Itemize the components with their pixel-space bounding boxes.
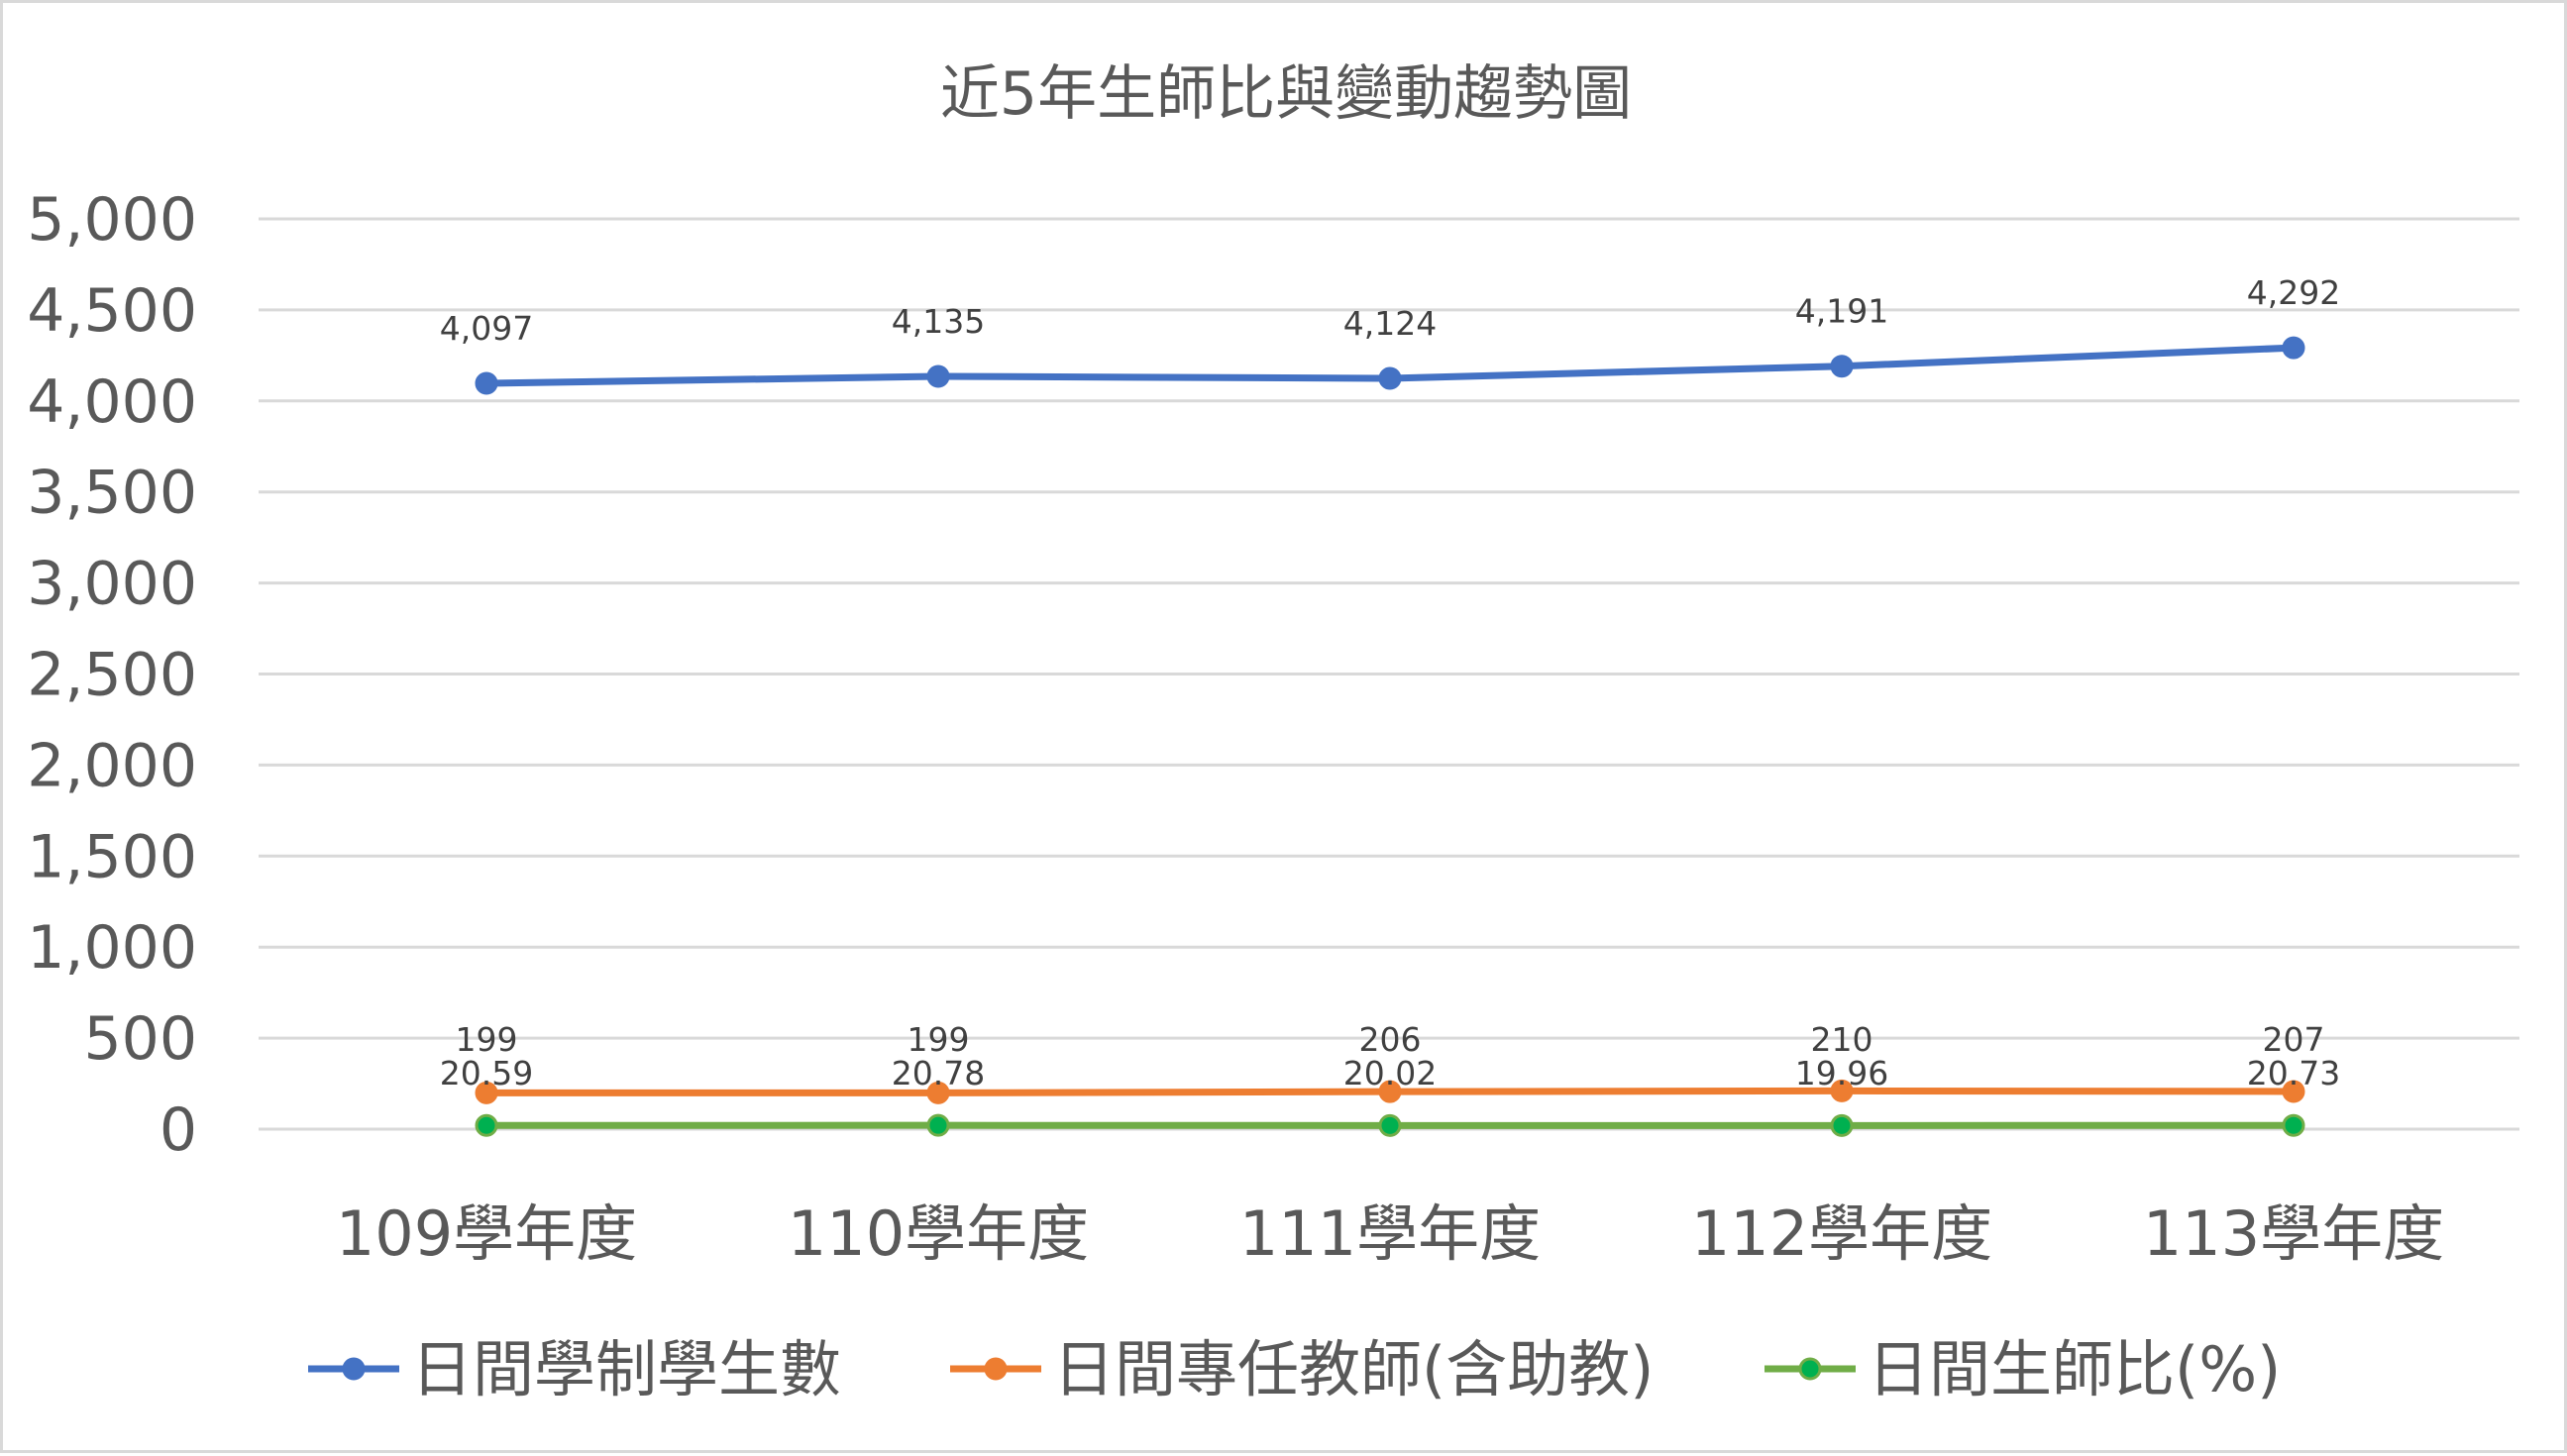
data-label: 19.96 bbox=[1795, 1054, 1888, 1092]
x-axis-ticks: 109學年度 110學年度 111學年度 112學年度 113學年度 bbox=[336, 1197, 2444, 1270]
data-point bbox=[928, 1115, 948, 1135]
legend: 日間學制學生數 日間專任教師(含助教) 日間生師比(%) bbox=[308, 1333, 2281, 1405]
data-label: 4,191 bbox=[1795, 292, 1888, 331]
y-tick-label: 500 bbox=[83, 1004, 197, 1074]
x-tick-label: 109學年度 bbox=[336, 1197, 637, 1270]
data-point bbox=[477, 373, 496, 393]
data-point bbox=[2284, 338, 2303, 358]
chart-title: 近5年生師比與變動趨勢圖 bbox=[940, 59, 1632, 129]
y-tick-label: 3,000 bbox=[27, 550, 197, 619]
x-tick-label: 112學年度 bbox=[1691, 1197, 1992, 1270]
y-tick-label: 4,500 bbox=[27, 276, 197, 346]
data-point bbox=[477, 1115, 496, 1135]
legend-marker bbox=[1800, 1359, 1820, 1379]
data-label: 4,124 bbox=[1343, 304, 1437, 343]
y-tick-label: 4,000 bbox=[27, 367, 197, 437]
y-tick-label: 3,500 bbox=[27, 459, 197, 528]
y-tick-label: 1,000 bbox=[27, 913, 197, 983]
data-label: 4,292 bbox=[2247, 273, 2340, 312]
data-label: 4,097 bbox=[440, 309, 533, 348]
data-point bbox=[928, 366, 948, 386]
data-label: 4,135 bbox=[892, 302, 985, 341]
x-tick-label: 110學年度 bbox=[788, 1197, 1089, 1270]
data-point bbox=[1832, 1115, 1852, 1135]
x-tick-label: 111學年度 bbox=[1239, 1197, 1541, 1270]
data-point bbox=[1832, 357, 1852, 376]
data-point bbox=[1380, 368, 1400, 388]
y-tick-label: 2,500 bbox=[27, 641, 197, 710]
legend-label: 日間學制學生數 bbox=[411, 1333, 841, 1405]
data-point bbox=[1380, 1115, 1400, 1135]
data-label: 20.02 bbox=[1343, 1054, 1437, 1092]
x-tick-label: 113學年度 bbox=[2143, 1197, 2444, 1270]
y-tick-label: 2,000 bbox=[27, 731, 197, 800]
y-tick-label: 5,000 bbox=[27, 185, 197, 255]
y-tick-label: 0 bbox=[160, 1095, 197, 1165]
line-chart: 近5年生師比與變動趨勢圖 0 500 1,000 1,500 2,000 2,500 3,0… bbox=[3, 3, 2567, 1456]
y-tick-label: 1,500 bbox=[27, 822, 197, 891]
legend-label: 日間生師比(%) bbox=[1868, 1333, 2281, 1405]
data-label: 20.78 bbox=[892, 1054, 985, 1092]
data-point bbox=[2284, 1115, 2303, 1135]
legend-marker bbox=[986, 1359, 1006, 1379]
legend-label: 日間專任教師(含助教) bbox=[1053, 1333, 1654, 1405]
y-axis-ticks: 0 500 1,000 1,500 2,000 2,500 3,000 3,500 4,000 4… bbox=[27, 185, 197, 1165]
series-lines bbox=[477, 338, 2303, 1135]
legend-marker bbox=[344, 1359, 364, 1379]
data-label: 20.73 bbox=[2247, 1054, 2340, 1092]
data-label: 20.59 bbox=[440, 1054, 533, 1092]
